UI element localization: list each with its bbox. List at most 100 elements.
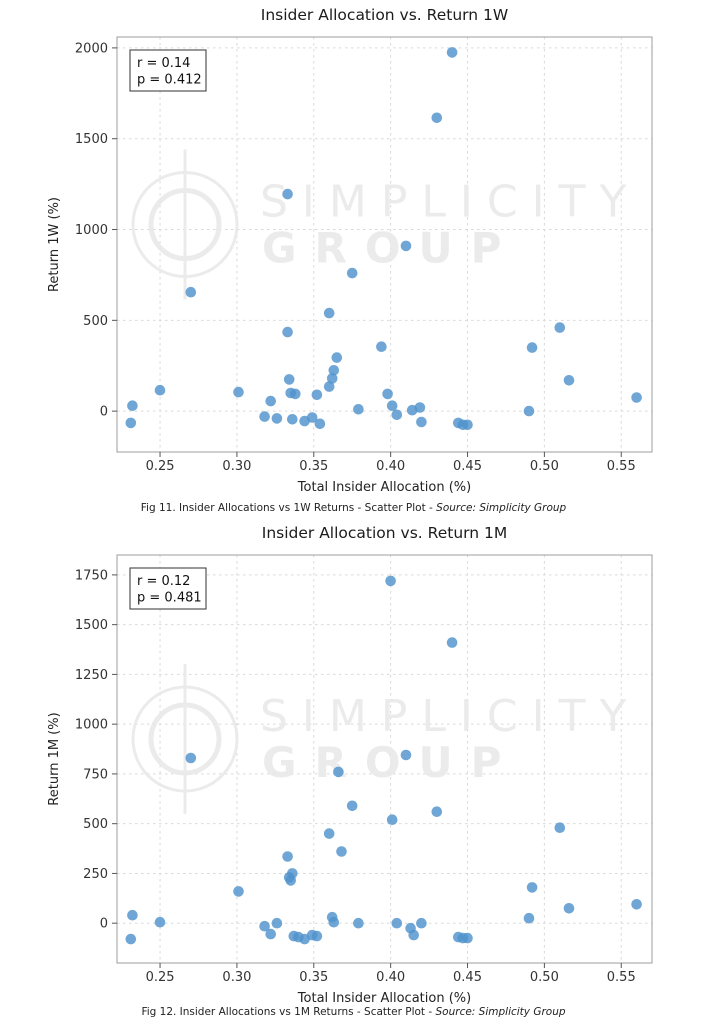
stats-annotation-line: p = 0.481 (137, 591, 202, 606)
stats-annotation-line: r = 0.12 (137, 574, 190, 589)
scatter-point (400, 749, 412, 761)
scatter-point (282, 326, 293, 338)
x-tick-label: 0.55 (607, 970, 636, 985)
y-axis-label: Return 1W (%) (47, 197, 62, 292)
scatter-point (554, 322, 566, 333)
x-tick-label: 0.45 (453, 459, 482, 474)
x-tick-label: 0.30 (222, 459, 251, 474)
x-tick-label: 0.45 (453, 970, 482, 985)
scatter-point (382, 388, 393, 400)
scatter-point (336, 846, 347, 857)
y-tick-label: 1250 (75, 668, 108, 683)
x-tick-label: 0.50 (530, 459, 559, 474)
y-tick-label: 250 (83, 867, 108, 882)
scatter-point (333, 766, 344, 778)
scatter-point (328, 365, 340, 376)
scatter-point (386, 400, 398, 412)
caption-1w-text: Fig 11. Insider Allocations vs 1W Return… (140, 502, 437, 514)
scatter-point (125, 933, 137, 945)
scatter-point (271, 413, 283, 424)
scatter-point (346, 800, 358, 812)
scatter-point (233, 886, 244, 897)
scatter-point (323, 828, 335, 839)
scatter-point (154, 384, 166, 396)
stats-annotation: r = 0.14 p = 0.412 (129, 49, 207, 92)
scatter-point (346, 267, 358, 279)
caption-1m-source: Source: Simplicity Group (435, 1006, 566, 1018)
x-tick-label: 0.50 (530, 970, 559, 985)
caption-1w-source: Source: Simplicity Group (436, 502, 567, 514)
scatter-point (287, 868, 298, 879)
scatter-point (154, 916, 166, 928)
scatter-point (290, 388, 301, 400)
y-tick-label: 0 (100, 405, 108, 420)
x-tick-label: 0.25 (146, 459, 175, 474)
scatter-point (353, 404, 364, 415)
scatter-point (185, 752, 197, 764)
scatter-point (526, 882, 538, 893)
scatter-point (408, 929, 420, 941)
x-tick-label: 0.55 (607, 459, 636, 474)
x-tick-label: 0.35 (299, 970, 328, 985)
scatter-point (306, 412, 318, 423)
scatter-point (127, 909, 138, 921)
scatter-point (631, 392, 642, 403)
scatter-point (416, 917, 427, 929)
scatter-point (446, 47, 458, 58)
scatter-point (462, 932, 473, 944)
scatter-point (283, 374, 295, 385)
scatter-point (331, 352, 343, 363)
scatter-point (328, 916, 340, 928)
scatter-point (282, 188, 293, 200)
stats-annotation-line: p = 0.412 (137, 73, 202, 88)
scatter-point (385, 575, 396, 587)
y-axis-label: Return 1M (%) (47, 712, 62, 805)
y-tick-label: 1500 (75, 618, 108, 633)
chart-1m-figure: SIMPLICITY GROUP 0.25 0.30 0.35 0.40 0.45 0.50 0… (0, 518, 707, 1018)
y-tick-label: 1750 (75, 568, 108, 583)
stats-annotation-box (129, 49, 207, 92)
scatter-point (376, 341, 387, 353)
scatter-point (287, 414, 298, 425)
x-tick-label: 0.40 (376, 459, 405, 474)
y-tick-label: 1000 (75, 223, 108, 238)
scatter-point (311, 930, 323, 942)
x-tick-label: 0.30 (222, 970, 251, 985)
scatter-point (311, 389, 323, 401)
scatter-point (563, 375, 575, 386)
x-tick-label: 0.35 (299, 459, 328, 474)
chart-title: Insider Allocation vs. Return 1M (262, 524, 508, 542)
scatter-point (353, 917, 364, 929)
scatter-point (326, 373, 338, 384)
caption-1m: Fig 12. Insider Allocations vs 1M Return… (0, 1006, 707, 1018)
scatter-point (431, 806, 443, 817)
scatter-point (523, 912, 535, 924)
scatter-point (282, 851, 293, 862)
scatter-point (233, 386, 244, 398)
scatter-point (563, 903, 575, 914)
x-axis-label: Total Insider Allocation (%) (297, 991, 471, 1004)
watermark-text-1: SIMPLICITY (260, 177, 640, 228)
caption-1w: Fig 11. Insider Allocations vs 1W Return… (0, 502, 707, 514)
caption-1m-text: Fig 12. Insider Allocations vs 1M Return… (141, 1006, 436, 1018)
scatter-point (554, 822, 566, 833)
stats-annotation-box (129, 567, 207, 610)
scatter-point (259, 411, 270, 422)
scatter-point (431, 112, 443, 124)
scatter-point (414, 402, 426, 413)
scatter-point (259, 920, 270, 932)
scatter-point (314, 418, 326, 430)
scatter-point (391, 917, 403, 929)
scatter-point (323, 381, 335, 392)
scatter-point (391, 409, 403, 421)
scatter-point (631, 899, 642, 910)
scatter-point (323, 307, 335, 319)
scatter-point (265, 395, 277, 407)
y-tick-label: 750 (83, 767, 108, 782)
scatter-point (127, 400, 138, 412)
stats-annotation-line: r = 0.14 (137, 56, 190, 71)
